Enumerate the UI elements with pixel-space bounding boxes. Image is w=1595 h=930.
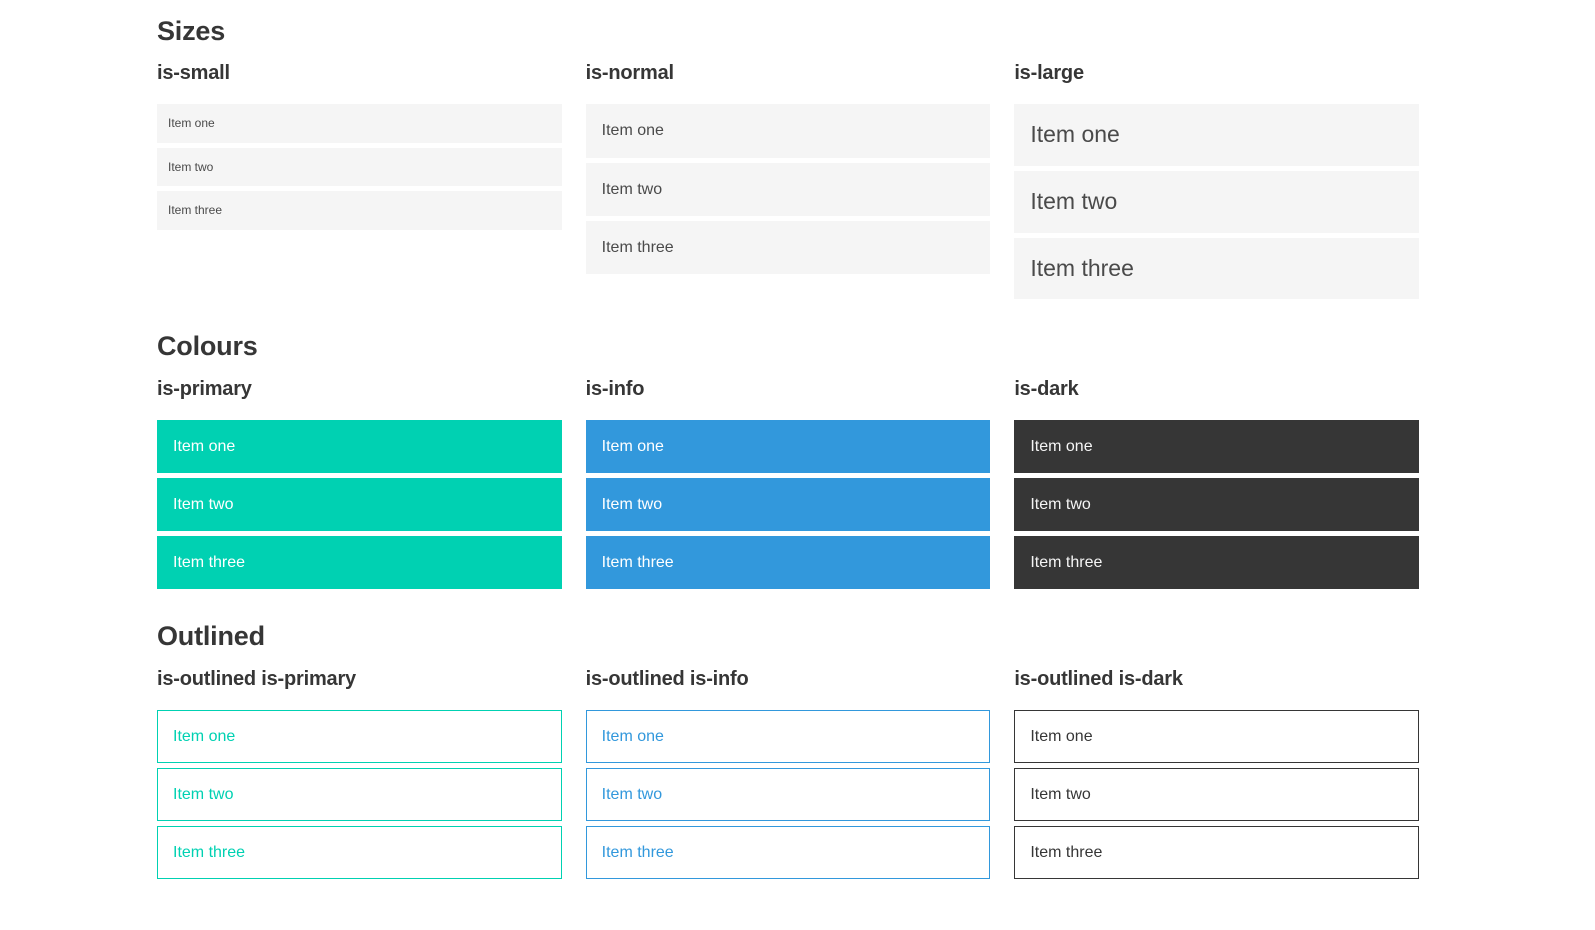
list-item[interactable]: Item two — [1014, 170, 1419, 233]
section-title-sizes: Sizes — [157, 16, 226, 46]
list-item[interactable]: Item one — [157, 419, 562, 473]
column-is-normal: is-normal Item one Item two Item three — [585, 61, 991, 304]
list-is-small: Item one Item two Item three — [157, 104, 562, 230]
column-is-small: is-small Item one Item two Item three — [157, 61, 562, 304]
list-item[interactable]: Item two — [585, 162, 991, 216]
list-outlined-dark: Item one Item two Item three — [1014, 709, 1419, 880]
list-item[interactable]: Item three — [157, 191, 562, 230]
list-item[interactable]: Item three — [1014, 825, 1419, 880]
group-title-outlined-info: is-outlined is-info — [585, 667, 749, 690]
sizes-row: is-small Item one Item two Item three is-n… — [157, 61, 1419, 304]
section-title-outlined: Outlined — [157, 621, 265, 652]
list-item[interactable]: Item two — [585, 477, 991, 531]
group-title-outlined-primary: is-outlined is-primary — [157, 667, 356, 690]
list-is-info: Item one Item two Item three — [585, 419, 991, 590]
column-is-primary: is-primary Item one Item two Item three — [157, 377, 562, 595]
list-item[interactable]: Item three — [157, 825, 562, 880]
list-item[interactable]: Item two — [157, 767, 562, 821]
group-title-outlined-dark: is-outlined is-dark — [1014, 667, 1183, 690]
list-item[interactable]: Item one — [1014, 709, 1419, 763]
list-item[interactable]: Item one — [1014, 419, 1419, 473]
list-item[interactable]: Item one — [157, 709, 562, 763]
group-title-is-large: is-large — [1014, 62, 1084, 85]
list-item[interactable]: Item two — [585, 767, 991, 821]
group-title-is-primary: is-primary — [157, 377, 252, 400]
group-title-is-info: is-info — [585, 377, 645, 400]
column-is-info: is-info Item one Item two Item three — [585, 377, 991, 595]
section-colours: Colours is-primary Item one Item two Item … — [157, 330, 1419, 594]
column-outlined-primary: is-outlined is-primary Item one Item two I… — [157, 667, 562, 885]
list-item[interactable]: Item three — [585, 535, 991, 590]
list-item[interactable]: Item three — [585, 825, 991, 880]
section-title-colours: Colours — [157, 331, 258, 362]
column-outlined-dark: is-outlined is-dark Item one Item two Item… — [1014, 667, 1419, 885]
group-title-is-small: is-small — [157, 62, 230, 85]
list-item[interactable]: Item two — [157, 477, 562, 531]
outlined-row: is-outlined is-primary Item one Item two I… — [157, 667, 1419, 885]
list-item[interactable]: Item one — [157, 104, 562, 143]
list-item[interactable]: Item two — [1014, 767, 1419, 821]
list-item[interactable]: Item one — [585, 419, 991, 473]
column-outlined-info: is-outlined is-info Item one Item two Item… — [585, 667, 991, 885]
section-sizes: Sizes is-small Item one Item two Item thre… — [157, 15, 1419, 304]
list-item[interactable]: Item two — [157, 147, 562, 187]
list-is-normal: Item one Item two Item three — [585, 104, 991, 274]
list-is-large: Item one Item two Item three — [1014, 104, 1419, 300]
section-outlined: Outlined is-outlined is-primary Item one… — [157, 620, 1419, 884]
list-item[interactable]: Item one — [1014, 104, 1419, 166]
list-is-primary: Item one Item two Item three — [157, 419, 562, 590]
column-is-dark: is-dark Item one Item two Item three — [1014, 377, 1419, 595]
list-item[interactable]: Item three — [1014, 535, 1419, 590]
group-title-is-normal: is-normal — [585, 62, 674, 85]
list-item[interactable]: Item one — [585, 104, 991, 158]
list-outlined-info: Item one Item two Item three — [585, 709, 991, 880]
group-title-is-dark: is-dark — [1014, 377, 1079, 400]
list-item[interactable]: Item two — [1014, 477, 1419, 531]
column-is-large: is-large Item one Item two Item three — [1014, 61, 1419, 304]
list-item[interactable]: Item three — [1014, 237, 1419, 300]
list-item[interactable]: Item one — [585, 709, 991, 763]
list-item[interactable]: Item three — [157, 535, 562, 590]
colours-row: is-primary Item one Item two Item three is… — [157, 377, 1419, 595]
list-is-dark: Item one Item two Item three — [1014, 419, 1419, 590]
list-item[interactable]: Item three — [585, 220, 991, 274]
list-outlined-primary: Item one Item two Item three — [157, 709, 562, 880]
